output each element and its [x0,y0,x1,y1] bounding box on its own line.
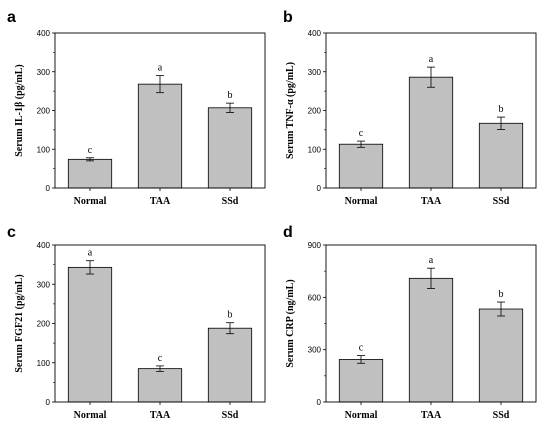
significance-label: b [228,310,233,321]
panel-a: a Serum IL-1β (pg/mL) c Normal a TAA b SSd 0 100 2… [7,9,266,207]
y-tick-label: 200 [37,107,51,116]
y-tick-label: 400 [37,241,51,250]
bar [137,83,183,189]
panel-letter: a [7,9,16,26]
category-label: SSd [222,196,239,207]
y-tick-label: 200 [308,107,322,116]
bar [478,122,524,189]
panel-d: d Serum CRP (ng/mL) c Normal a TAA b SSd 0 300 600… [283,224,537,421]
bar [338,359,384,403]
significance-label: c [158,353,163,364]
y-tick-label: 0 [317,184,322,193]
significance-label: b [499,104,504,115]
y-axis-label: Serum CRP (ng/mL) [285,279,296,367]
category-label: SSd [493,410,510,421]
significance-label: b [228,90,233,101]
category-label: Normal [74,410,107,421]
bar [478,308,524,403]
y-tick-label: 100 [37,359,51,368]
category-label: SSd [493,196,510,207]
y-tick-label: 300 [37,280,51,289]
y-tick-label: 100 [308,145,322,154]
panel-letter: d [283,224,293,241]
y-tick-label: 400 [37,29,51,38]
significance-label: c [359,343,364,354]
y-tick-label: 600 [308,293,322,302]
y-tick-label: 0 [46,184,51,193]
y-axis-label: Serum IL-1β (pg/mL) [14,64,25,157]
category-label: SSd [222,410,239,421]
bar [207,107,253,189]
bar [408,76,454,189]
significance-label: c [359,128,364,139]
category-label: TAA [421,410,442,421]
significance-label: a [158,63,163,74]
significance-label: a [88,248,93,259]
bar [67,266,113,403]
y-tick-label: 100 [37,145,51,154]
category-label: TAA [150,196,171,207]
y-tick-label: 400 [308,29,322,38]
bar [338,143,384,189]
category-label: Normal [345,196,378,207]
panel-c: c Serum FGF21 (pg/mL) a Normal c TAA b SSd 0 100 2… [7,224,266,421]
bar [67,158,113,189]
category-label: TAA [150,410,171,421]
panel-letter: c [7,224,16,241]
category-label: TAA [421,196,442,207]
category-label: Normal [345,410,378,421]
bar [207,327,253,403]
significance-label: b [499,289,504,300]
y-tick-label: 300 [308,346,322,355]
y-tick-label: 300 [308,68,322,77]
y-tick-label: 0 [317,398,322,407]
significance-label: a [429,54,434,65]
y-axis-label: Serum FGF21 (pg/mL) [14,274,25,372]
y-tick-label: 900 [308,241,322,250]
panel-letter: b [283,9,293,26]
bar [137,368,183,403]
significance-label: c [88,145,93,156]
panel-b: b Serum TNF-α (pg/mL) c Normal a TAA b SSd 0 100 2… [283,9,537,207]
bar [408,277,454,403]
y-tick-label: 0 [46,398,51,407]
significance-label: a [429,255,434,266]
category-label: Normal [74,196,107,207]
y-tick-label: 300 [37,68,51,77]
y-tick-label: 200 [37,320,51,329]
y-axis-label: Serum TNF-α (pg/mL) [285,62,296,159]
